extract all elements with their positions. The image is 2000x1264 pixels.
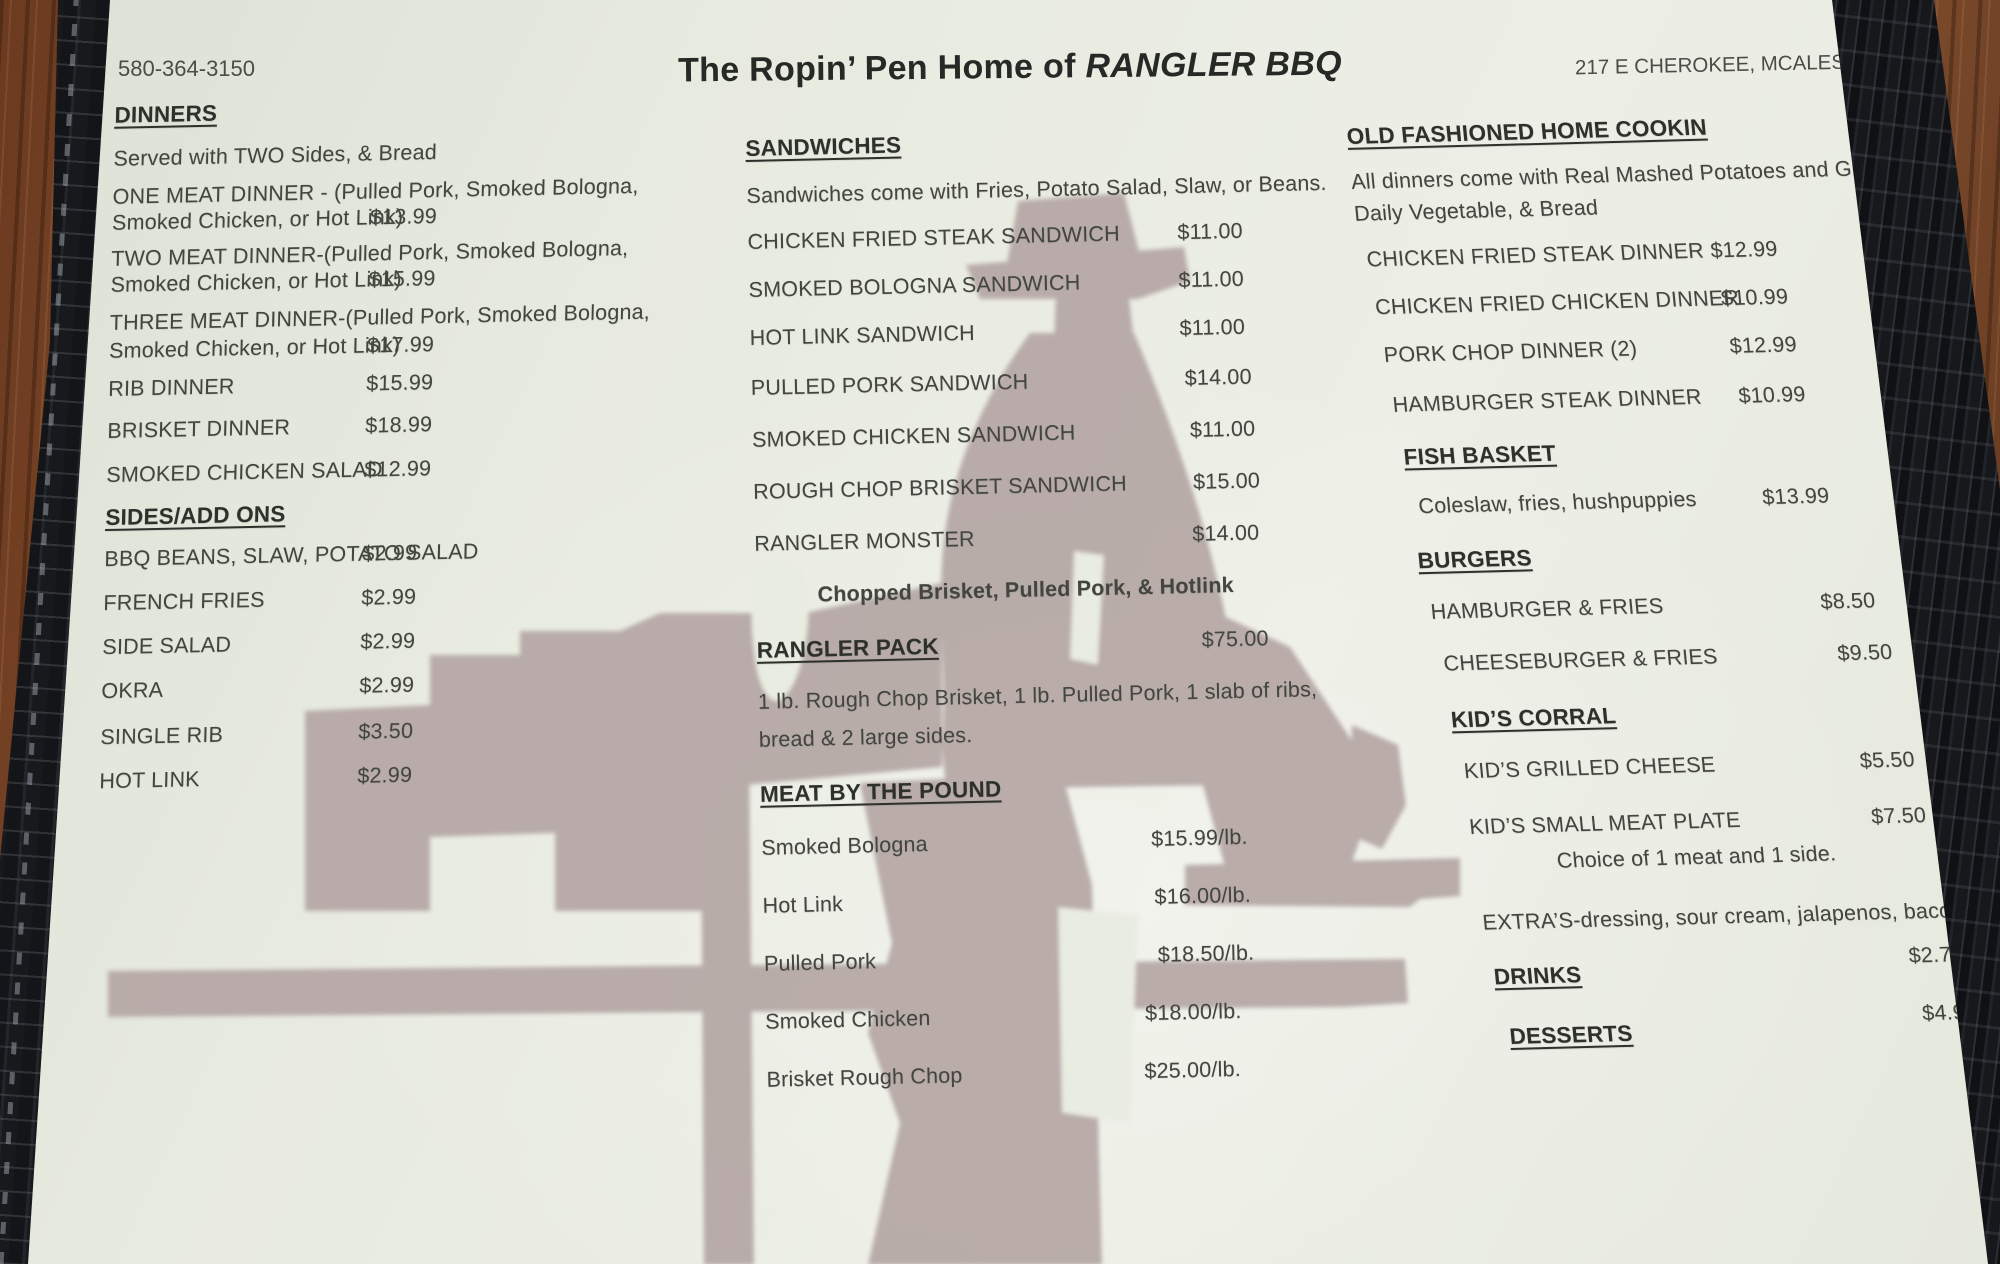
dinners-heading: DINNERS [114, 100, 218, 128]
column-home-cookin: OLD FASHIONED HOME COOKIN All dinners co… [1345, 103, 1988, 1049]
sandwiches-heading: SANDWICHES [745, 132, 902, 161]
home-cookin-heading: OLD FASHIONED HOME COOKIN [1345, 114, 1708, 149]
phone-number: 580-364-3150 [118, 56, 256, 81]
menu-item-kids-grilled-cheese: KID’S GRILLED CHEESE $5.50 [1462, 747, 1916, 784]
column-sandwiches: SANDWICHES Sandwiches come with Fries, P… [745, 116, 1355, 1091]
cowboy-on-fence-watermark [108, 193, 1460, 1264]
title-italic: RANGLER BBQ [1085, 44, 1343, 86]
column-dinners-sides: DINNERS Served with TWO Sides, & Bread O… [55, 85, 650, 794]
title-regular: The Ropin’ Pen Home of [677, 47, 1086, 90]
extras-line: EXTRA’S-dressing, sour cream, jalapenos,… [1421, 896, 1988, 943]
desserts-heading: DESSERTS $4.99 [1508, 999, 1979, 1049]
drinks-heading: DRINKS $2.75 [1492, 942, 1965, 990]
menu-item-cheeseburger-fries: CHEESEBURGER & FRIES $9.50 [1442, 639, 1894, 676]
dinners-note: Served with TWO Sides, & Bread [113, 140, 438, 171]
kids-corral-heading: KID’S CORRAL [1449, 703, 1618, 733]
page-title: The Ropin’ Pen Home of RANGLER BBQ [510, 43, 1510, 92]
